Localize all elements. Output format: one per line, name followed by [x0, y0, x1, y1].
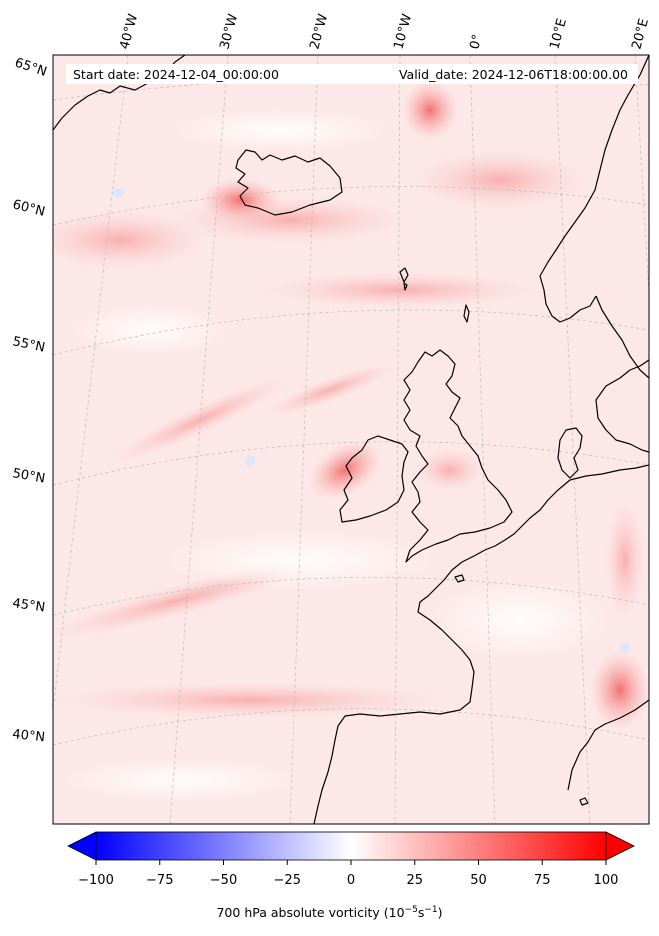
colorbar-tick-label: 75 — [534, 873, 551, 888]
coast-britain — [403, 349, 513, 563]
lat-label-40n: 40°N — [12, 727, 46, 745]
coast-ireland — [339, 435, 409, 523]
lat-label-45n: 45°N — [11, 596, 46, 615]
coast-iceland — [235, 149, 343, 216]
header-box — [66, 64, 638, 84]
colorbar-tick-label: −75 — [146, 873, 173, 888]
colorbar: −100 −75 −50 −25 0 25 50 75 100 — [67, 831, 635, 888]
start-date-text: Start date: 2024-12-04_00:00:00 — [73, 67, 279, 82]
coastlines — [53, 55, 649, 824]
lon-label-40w: 40°W — [117, 12, 141, 51]
lon-label-10e: 10°E — [547, 17, 570, 51]
colorbar-tick-label: −50 — [210, 873, 237, 888]
lat-label-65n: 65°N — [13, 56, 49, 80]
colorbar-tick-label: 0 — [347, 873, 355, 888]
lon-label-0: 0° — [467, 33, 485, 51]
colorbar-tick-label: 50 — [470, 873, 487, 888]
colorbar-tick-label: −100 — [78, 873, 114, 888]
lon-label-30w: 30°W — [217, 12, 241, 51]
lat-label-60n: 60°N — [11, 197, 46, 219]
map-frame — [52, 54, 650, 825]
lat-label-55n: 55°N — [11, 334, 46, 355]
colorbar-tick-label: −25 — [274, 873, 301, 888]
lon-label-20e: 20°E — [629, 17, 652, 51]
graticule — [53, 55, 649, 824]
lon-label-20w: 20°W — [307, 12, 331, 51]
latitude-labels: 65°N 60°N 55°N 50°N 45°N 40°N — [11, 56, 49, 746]
lat-label-50n: 50°N — [11, 466, 46, 486]
colorbar-tick-label: 100 — [594, 873, 619, 888]
lon-label-10w: 10°W — [391, 12, 415, 51]
valid-date-text: Valid_date: 2024-12-06T18:00:00.00 — [399, 67, 628, 82]
coast-denmark — [557, 427, 583, 479]
colorbar-tick-label: 25 — [406, 873, 423, 888]
colorbar-label: 700 hPa absolute vorticity (10−5s−1) — [216, 905, 443, 921]
colorbar-extend-low — [67, 831, 97, 861]
vorticity-map — [53, 55, 649, 824]
colorbar-ticks: −100 −75 −50 −25 0 25 50 75 100 — [78, 860, 618, 888]
coast-continent — [313, 464, 649, 824]
colorbar-gradient — [95, 831, 607, 861]
colorbar-extend-high — [605, 831, 635, 861]
coast-norway — [539, 55, 649, 323]
vorticity-field — [53, 80, 649, 802]
longitude-labels: 40°W 30°W 20°W 10°W 0° 10°E 20°E — [117, 12, 652, 51]
